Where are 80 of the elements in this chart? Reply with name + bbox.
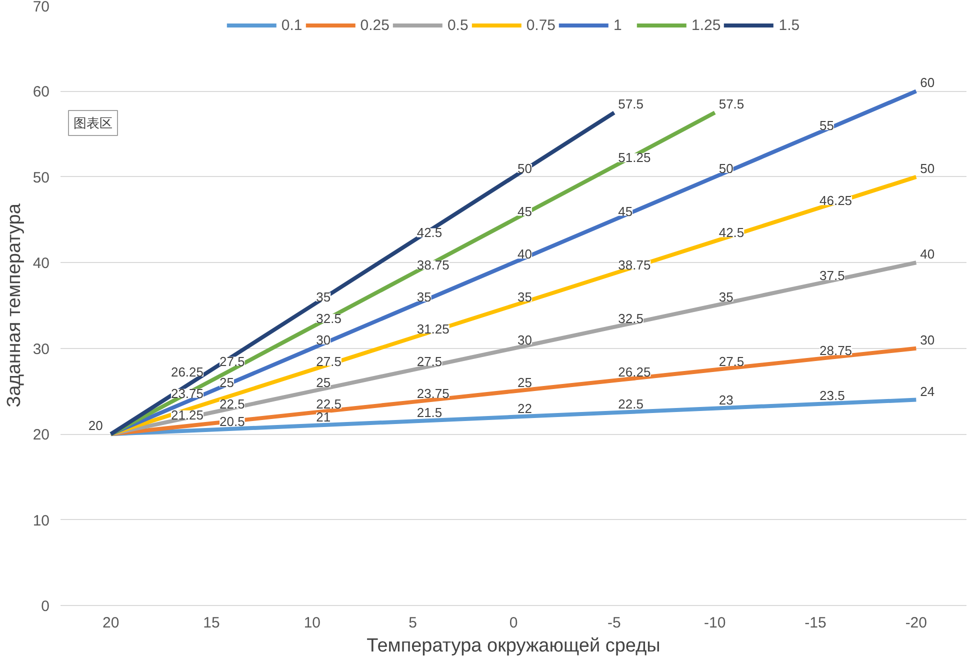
data-label: 27.5	[316, 354, 342, 369]
data-label: 22.5	[220, 396, 245, 412]
data-label: 35	[416, 290, 432, 304]
x-tick-label: -10	[704, 614, 726, 632]
y-tick-label: 70	[32, 0, 50, 16]
data-label: 24	[920, 384, 935, 399]
y-tick-label: 10	[32, 512, 50, 530]
data-label: 37.5	[820, 268, 845, 284]
data-label: 51.25	[618, 150, 651, 166]
y-tick-label: 30	[32, 340, 50, 358]
data-label: 27.5	[220, 354, 245, 369]
legend-label: 0.25	[360, 16, 390, 34]
data-label: 35	[316, 290, 331, 304]
x-axis-title: Температура окружающей среды	[366, 636, 660, 656]
data-label: 60	[920, 75, 935, 90]
data-label: 38.75	[618, 257, 651, 272]
data-label: 25	[518, 375, 532, 390]
legend-label: 0.5	[447, 16, 468, 34]
y-tick-label: 60	[32, 84, 50, 101]
x-tick-label: -5	[608, 614, 621, 632]
y-tick-label: 40	[32, 255, 50, 272]
data-label: 20.5	[220, 414, 245, 429]
data-label: 45	[518, 204, 532, 219]
x-tick-label: -15	[804, 614, 826, 632]
x-tick-label: 10	[304, 614, 321, 632]
x-tick-label: 0	[509, 614, 518, 632]
legend-label: 1.25	[692, 16, 721, 34]
data-label: 42.5	[416, 225, 442, 240]
y-tick-label: 20	[32, 426, 50, 444]
data-label: 26.25	[618, 364, 651, 380]
data-label: 35	[718, 290, 734, 304]
legend-label: 0.1	[281, 16, 302, 34]
data-label: 57.5	[718, 96, 744, 112]
data-label: 32.5	[618, 310, 644, 326]
data-label: 23.5	[820, 388, 845, 404]
data-label: 50	[718, 160, 734, 176]
y-axis-title: Заданная температура	[4, 203, 25, 408]
data-label: 26.25	[170, 364, 204, 380]
data-label: 46.25	[820, 193, 852, 208]
data-label: 40	[518, 246, 532, 262]
data-label: 30	[920, 332, 935, 348]
data-label: 28.75	[820, 343, 852, 358]
data-label: 27.5	[416, 354, 442, 369]
data-label: 22	[518, 400, 532, 416]
data-label: 22.5	[618, 396, 644, 412]
x-tick-label: 15	[203, 614, 220, 632]
data-label: 40	[920, 246, 935, 262]
data-label: 22.5	[316, 396, 342, 412]
data-label: 45	[618, 204, 633, 219]
line-series	[108, 260, 918, 436]
data-label: 50	[920, 160, 935, 176]
data-label: 55	[820, 118, 834, 134]
data-label: 20	[88, 418, 103, 434]
data-label: 21	[316, 410, 331, 424]
data-label: 23.75	[170, 386, 204, 401]
x-tick-label: 5	[408, 614, 418, 632]
x-tick-label: 20	[102, 614, 120, 632]
data-label: 35	[518, 290, 532, 304]
data-label: 25	[220, 375, 234, 390]
data-label: 30	[316, 332, 331, 348]
data-label: 31.25	[416, 322, 450, 337]
legend-label: 1.5	[778, 16, 800, 34]
y-tick-label: 50	[32, 169, 50, 186]
data-label: 23	[718, 392, 734, 408]
x-tick-label: -20	[905, 614, 928, 632]
annotation: 图表区	[74, 116, 112, 130]
data-label: 57.5	[618, 96, 644, 112]
data-label: 23.75	[416, 386, 450, 401]
data-label: 21.5	[416, 405, 442, 420]
legend-label: 1	[614, 16, 623, 34]
data-label: 50	[518, 160, 532, 176]
data-label: 21.25	[170, 407, 204, 422]
data-label: 38.75	[416, 257, 450, 272]
data-label: 25	[316, 375, 331, 390]
data-label: 42.5	[718, 225, 744, 240]
legend-label: 0.75	[526, 16, 556, 34]
data-label: 32.5	[316, 310, 342, 326]
data-label: 27.5	[718, 354, 744, 369]
y-tick-label: 0	[41, 598, 50, 615]
data-label: 30	[518, 332, 532, 348]
